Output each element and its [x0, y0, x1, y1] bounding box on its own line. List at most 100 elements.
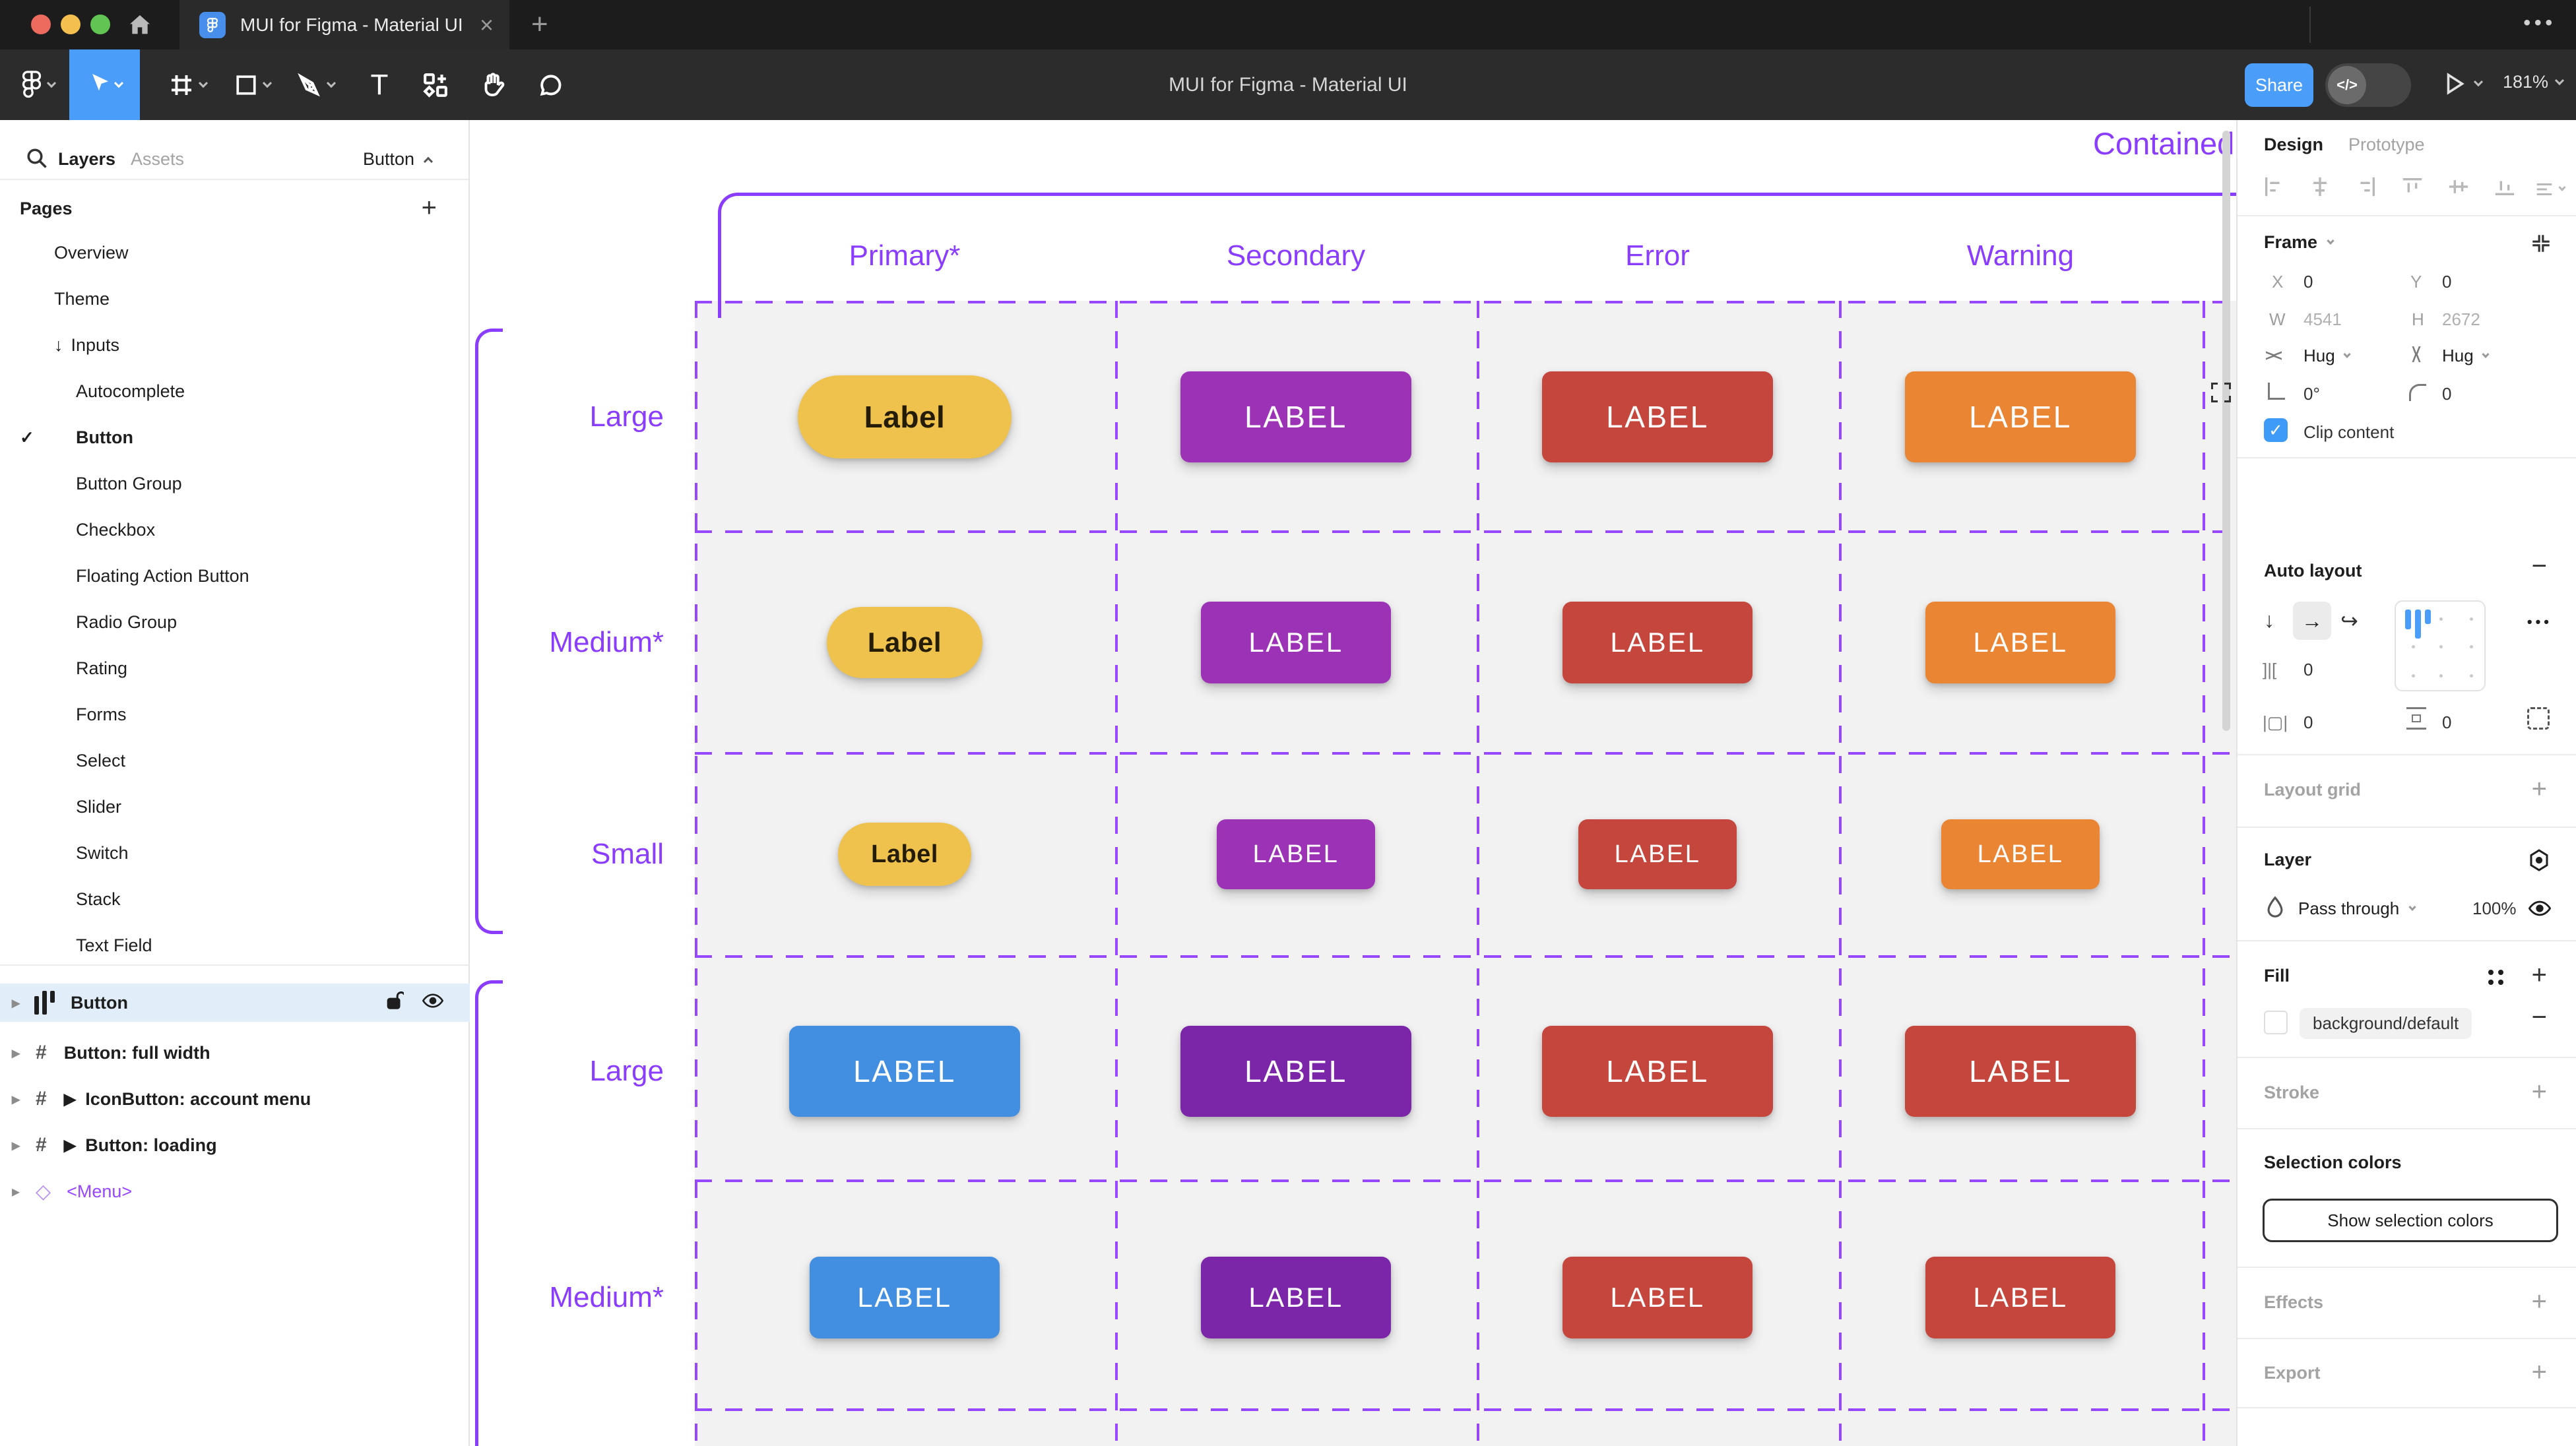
- button-variant-large-warning[interactable]: LABEL: [1905, 371, 2136, 462]
- page-item-radio-group[interactable]: Radio Group: [76, 612, 177, 632]
- page-item-switch[interactable]: Switch: [76, 842, 129, 863]
- page-item-select[interactable]: Select: [76, 750, 126, 770]
- frame-tool[interactable]: [158, 49, 218, 120]
- shape-tool[interactable]: [223, 49, 282, 120]
- horizontal-padding-value[interactable]: 0: [2303, 712, 2313, 732]
- button-variant-small-primary[interactable]: Label: [838, 823, 971, 886]
- tab-design[interactable]: Design: [2264, 135, 2324, 154]
- maximize-window-button[interactable]: [90, 15, 110, 34]
- expand-chevron-icon[interactable]: ▸: [12, 1182, 20, 1201]
- align-horizontal-center-icon[interactable]: [2309, 175, 2331, 198]
- independent-corners-icon[interactable]: [2211, 383, 2231, 402]
- layer-visibility-eye-icon[interactable]: [2528, 900, 2551, 917]
- styles-icon[interactable]: [2488, 970, 2503, 985]
- dev-mode-toggle[interactable]: </>: [2325, 63, 2411, 107]
- text-tool[interactable]: T: [370, 68, 389, 101]
- collapse-panel-icon[interactable]: [2530, 232, 2552, 255]
- button-variant-medium-warning-default[interactable]: LABEL: [1925, 1257, 2115, 1338]
- x-value[interactable]: 0: [2303, 272, 2313, 292]
- canvas-scrollbar[interactable]: [2222, 131, 2230, 731]
- tab-prototype[interactable]: Prototype: [2348, 135, 2425, 154]
- tab-layers[interactable]: Layers: [58, 149, 116, 169]
- present-button[interactable]: [2445, 72, 2484, 96]
- page-item-stack[interactable]: Stack: [76, 889, 121, 909]
- layer-opacity-value[interactable]: 100%: [2472, 898, 2517, 918]
- show-selection-colors-button[interactable]: Show selection colors: [2263, 1199, 2558, 1242]
- add-stroke-button[interactable]: +: [2531, 1077, 2547, 1106]
- auto-layout-more-options[interactable]: •••: [2527, 613, 2552, 630]
- page-item-overview[interactable]: Overview: [54, 242, 129, 263]
- app-tab[interactable]: MUI for Figma - Material UI ×: [179, 0, 509, 49]
- zoom-level-control[interactable]: 181%: [2503, 72, 2565, 92]
- pen-tool[interactable]: [285, 49, 347, 120]
- tab-assets[interactable]: Assets: [131, 149, 185, 169]
- button-variant-medium-warning[interactable]: LABEL: [1925, 602, 2115, 683]
- page-item-floating-action-button[interactable]: Floating Action Button: [76, 565, 249, 586]
- close-window-button[interactable]: [31, 15, 51, 34]
- fill-token-chip[interactable]: background/default: [2300, 1008, 2472, 1039]
- design-canvas[interactable]: Contained Primary* Secondary Error Warni…: [470, 120, 2236, 1446]
- align-top-icon[interactable]: [2401, 175, 2424, 198]
- close-tab-icon[interactable]: ×: [479, 11, 494, 38]
- gap-value[interactable]: 0: [2303, 660, 2313, 679]
- layer-row-button[interactable]: ▸ Button: [0, 984, 470, 1022]
- button-variant-large-primary[interactable]: Label: [798, 375, 1012, 458]
- rotation-value[interactable]: 0°: [2303, 384, 2320, 404]
- main-menu-button[interactable]: [12, 49, 65, 120]
- expand-chevron-icon[interactable]: ▸: [12, 1044, 20, 1062]
- lock-open-icon[interactable]: [385, 990, 406, 1016]
- button-variant-medium-error[interactable]: LABEL: [1562, 602, 1753, 683]
- button-variant-large-primary-default[interactable]: LABEL: [789, 1026, 1020, 1117]
- layer-row-button-full-width[interactable]: ▸ # Button: full width: [12, 1042, 210, 1063]
- add-page-button[interactable]: +: [421, 193, 437, 222]
- new-tab-button[interactable]: +: [531, 8, 548, 40]
- page-item-button[interactable]: ✓ Button: [20, 427, 133, 447]
- blend-mode-icon[interactable]: [2527, 848, 2551, 872]
- page-item-autocomplete[interactable]: Autocomplete: [76, 381, 185, 401]
- add-layout-grid-button[interactable]: +: [2531, 774, 2547, 803]
- expand-chevron-icon[interactable]: ▸: [12, 993, 20, 1012]
- button-variant-large-error-default[interactable]: LABEL: [1542, 1026, 1773, 1117]
- align-vertical-center-icon[interactable]: [2447, 175, 2470, 198]
- button-variant-large-secondary[interactable]: LABEL: [1180, 371, 1411, 462]
- minimize-window-button[interactable]: [61, 15, 80, 34]
- button-variant-medium-secondary-default[interactable]: LABEL: [1201, 1257, 1391, 1338]
- button-variant-small-warning[interactable]: LABEL: [1941, 819, 2100, 889]
- height-value[interactable]: 2672: [2442, 309, 2480, 329]
- move-tool[interactable]: [69, 49, 140, 120]
- page-item-text-field[interactable]: Text Field: [76, 935, 152, 955]
- add-fill-button[interactable]: +: [2531, 960, 2547, 990]
- align-right-icon[interactable]: [2355, 175, 2377, 198]
- frame-title-contained[interactable]: Contained: [2093, 126, 2235, 161]
- independent-padding-icon[interactable]: [2527, 707, 2550, 730]
- layer-row-menu[interactable]: ▸ ◇ <Menu>: [12, 1180, 133, 1203]
- distribute-menu-icon[interactable]: [2534, 179, 2566, 199]
- align-bottom-icon[interactable]: [2494, 175, 2516, 198]
- auto-layout-wrap[interactable]: ↩: [2340, 609, 2358, 633]
- clip-content-checkbox[interactable]: ✓: [2264, 418, 2288, 442]
- blend-mode-dropdown[interactable]: Pass through: [2298, 898, 2416, 919]
- button-variant-small-secondary[interactable]: LABEL: [1217, 819, 1375, 889]
- y-value[interactable]: 0: [2442, 272, 2452, 292]
- page-item-theme[interactable]: Theme: [54, 288, 110, 309]
- button-variant-large-warning-default[interactable]: LABEL: [1905, 1026, 2136, 1117]
- add-effect-button[interactable]: +: [2531, 1287, 2547, 1316]
- comment-tool[interactable]: [528, 49, 574, 120]
- frame-type-dropdown[interactable]: Frame: [2264, 232, 2334, 253]
- auto-layout-direction-right-selected[interactable]: →: [2293, 602, 2331, 640]
- layer-row-iconbutton-account-menu[interactable]: ▸ # ▶ IconButton: account menu: [12, 1088, 311, 1110]
- auto-layout-alignment-widget[interactable]: [2395, 600, 2486, 691]
- auto-layout-direction-down[interactable]: ↓: [2264, 608, 2274, 632]
- vertical-padding-value[interactable]: 0: [2442, 712, 2452, 732]
- add-export-button[interactable]: +: [2531, 1358, 2547, 1387]
- remove-fill-button[interactable]: −: [2531, 1003, 2547, 1032]
- page-item-forms[interactable]: Forms: [76, 704, 127, 724]
- button-variant-medium-primary-default[interactable]: LABEL: [810, 1257, 1000, 1338]
- button-variant-large-error[interactable]: LABEL: [1542, 371, 1773, 462]
- page-item-inputs[interactable]: ↓ Inputs: [54, 334, 120, 355]
- hand-tool[interactable]: [470, 49, 516, 120]
- visibility-eye-icon[interactable]: [422, 993, 444, 1013]
- align-left-icon[interactable]: [2263, 175, 2285, 198]
- home-icon[interactable]: [127, 12, 153, 38]
- button-variant-medium-error-default[interactable]: LABEL: [1562, 1257, 1753, 1338]
